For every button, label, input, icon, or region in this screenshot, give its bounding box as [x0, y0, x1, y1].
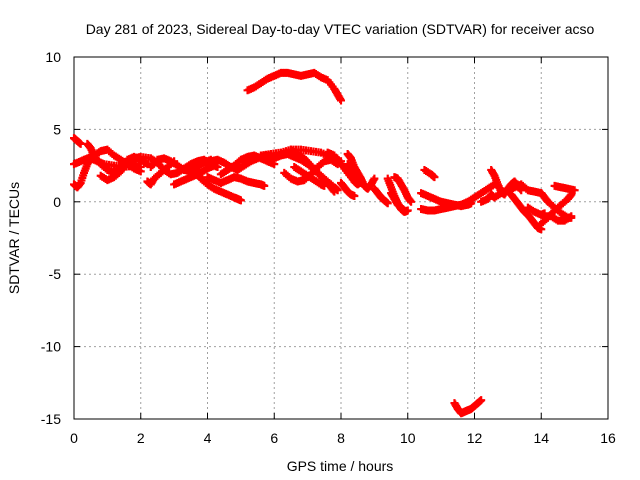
data-point — [76, 139, 85, 148]
grid — [74, 57, 608, 419]
y-tick-label: 0 — [53, 194, 61, 210]
x-tick-label: 6 — [270, 430, 278, 446]
data-point — [407, 197, 416, 206]
series-arc-8 — [143, 157, 179, 189]
data-point — [570, 186, 579, 195]
y-tick-label: -5 — [49, 266, 62, 282]
series-arc-38 — [550, 181, 579, 195]
data-point — [320, 181, 329, 190]
series-arc-31 — [450, 396, 486, 418]
y-tick-label: 5 — [53, 121, 61, 137]
data-points — [70, 68, 579, 418]
series-arc-35 — [523, 203, 549, 219]
data-point — [370, 174, 379, 183]
x-tick-label: 10 — [400, 430, 416, 446]
x-tick-label: 14 — [533, 430, 549, 446]
data-point — [260, 181, 269, 190]
y-axis-label: SDTVAR / TECUs — [6, 182, 22, 294]
series-arc-30 — [420, 165, 439, 182]
x-tick-label: 12 — [467, 430, 483, 446]
data-point — [170, 157, 179, 166]
data-point — [350, 192, 359, 201]
data-point — [353, 174, 362, 183]
data-point — [430, 173, 439, 182]
series-arc-33 — [487, 165, 526, 199]
y-tick-label: -15 — [41, 411, 61, 427]
series-arc-19 — [290, 163, 329, 190]
data-point — [383, 199, 392, 208]
x-tick-label: 16 — [600, 430, 616, 446]
data-point — [567, 212, 576, 221]
data-point — [236, 196, 245, 205]
series-arc-39 — [547, 212, 576, 225]
data-point — [540, 209, 549, 218]
series-arc-11 — [203, 173, 269, 190]
x-tick-label: 4 — [204, 430, 212, 446]
y-tick-label: 10 — [45, 49, 61, 65]
data-point — [136, 167, 145, 176]
series-arc-18 — [286, 145, 339, 196]
series-arc-24 — [370, 184, 392, 208]
y-tick-labels: 10 5 0 -5 -10 -15 — [41, 49, 61, 427]
data-point — [400, 206, 409, 215]
series-arc-27 — [390, 173, 416, 206]
y-tick-label: -10 — [41, 339, 61, 355]
chart-title: Day 281 of 2023, Sidereal Day-to-day VTE… — [86, 21, 595, 37]
x-tick-label: 8 — [337, 430, 345, 446]
series-arc-26 — [387, 189, 409, 215]
data-point — [337, 96, 345, 105]
series-arc-10 — [183, 163, 245, 205]
series-arc-34 — [507, 190, 546, 234]
axis-ticks — [73, 56, 609, 420]
series-arc-22 — [337, 178, 359, 201]
x-tick-label: 2 — [137, 430, 145, 446]
x-tick-label: 0 — [70, 430, 78, 446]
series-arc-23 — [343, 160, 362, 183]
data-point — [477, 396, 486, 405]
series-arc-1 — [70, 134, 85, 148]
series-arc-29 — [417, 180, 499, 215]
x-tick-labels: 0 2 4 6 8 10 12 14 16 — [70, 430, 616, 446]
series-arc-14 — [243, 68, 345, 105]
data-point — [517, 186, 526, 195]
data-point — [330, 187, 339, 196]
x-axis-label: GPS time / hours — [287, 458, 394, 474]
